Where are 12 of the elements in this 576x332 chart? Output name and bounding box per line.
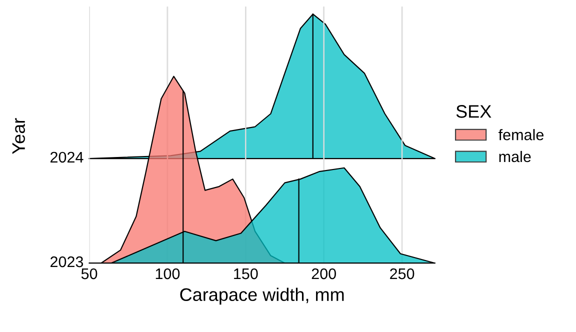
legend-title: SEX (456, 105, 492, 118)
x-tick-label: 50 (81, 268, 98, 280)
x-tick-label: 100 (156, 268, 180, 280)
annotation: 2023 (50, 256, 84, 268)
legend-label: male (499, 150, 531, 162)
x-tick-label: 200 (312, 268, 336, 280)
y-axis-title: Year (12, 118, 26, 154)
annotation: 2024 (50, 152, 84, 163)
legend-label: female (498, 129, 544, 140)
x-axis-title: Carapace width, mm (180, 288, 344, 305)
x-tick-label: 150 (234, 268, 258, 280)
x-tick-label: 250 (390, 268, 414, 280)
